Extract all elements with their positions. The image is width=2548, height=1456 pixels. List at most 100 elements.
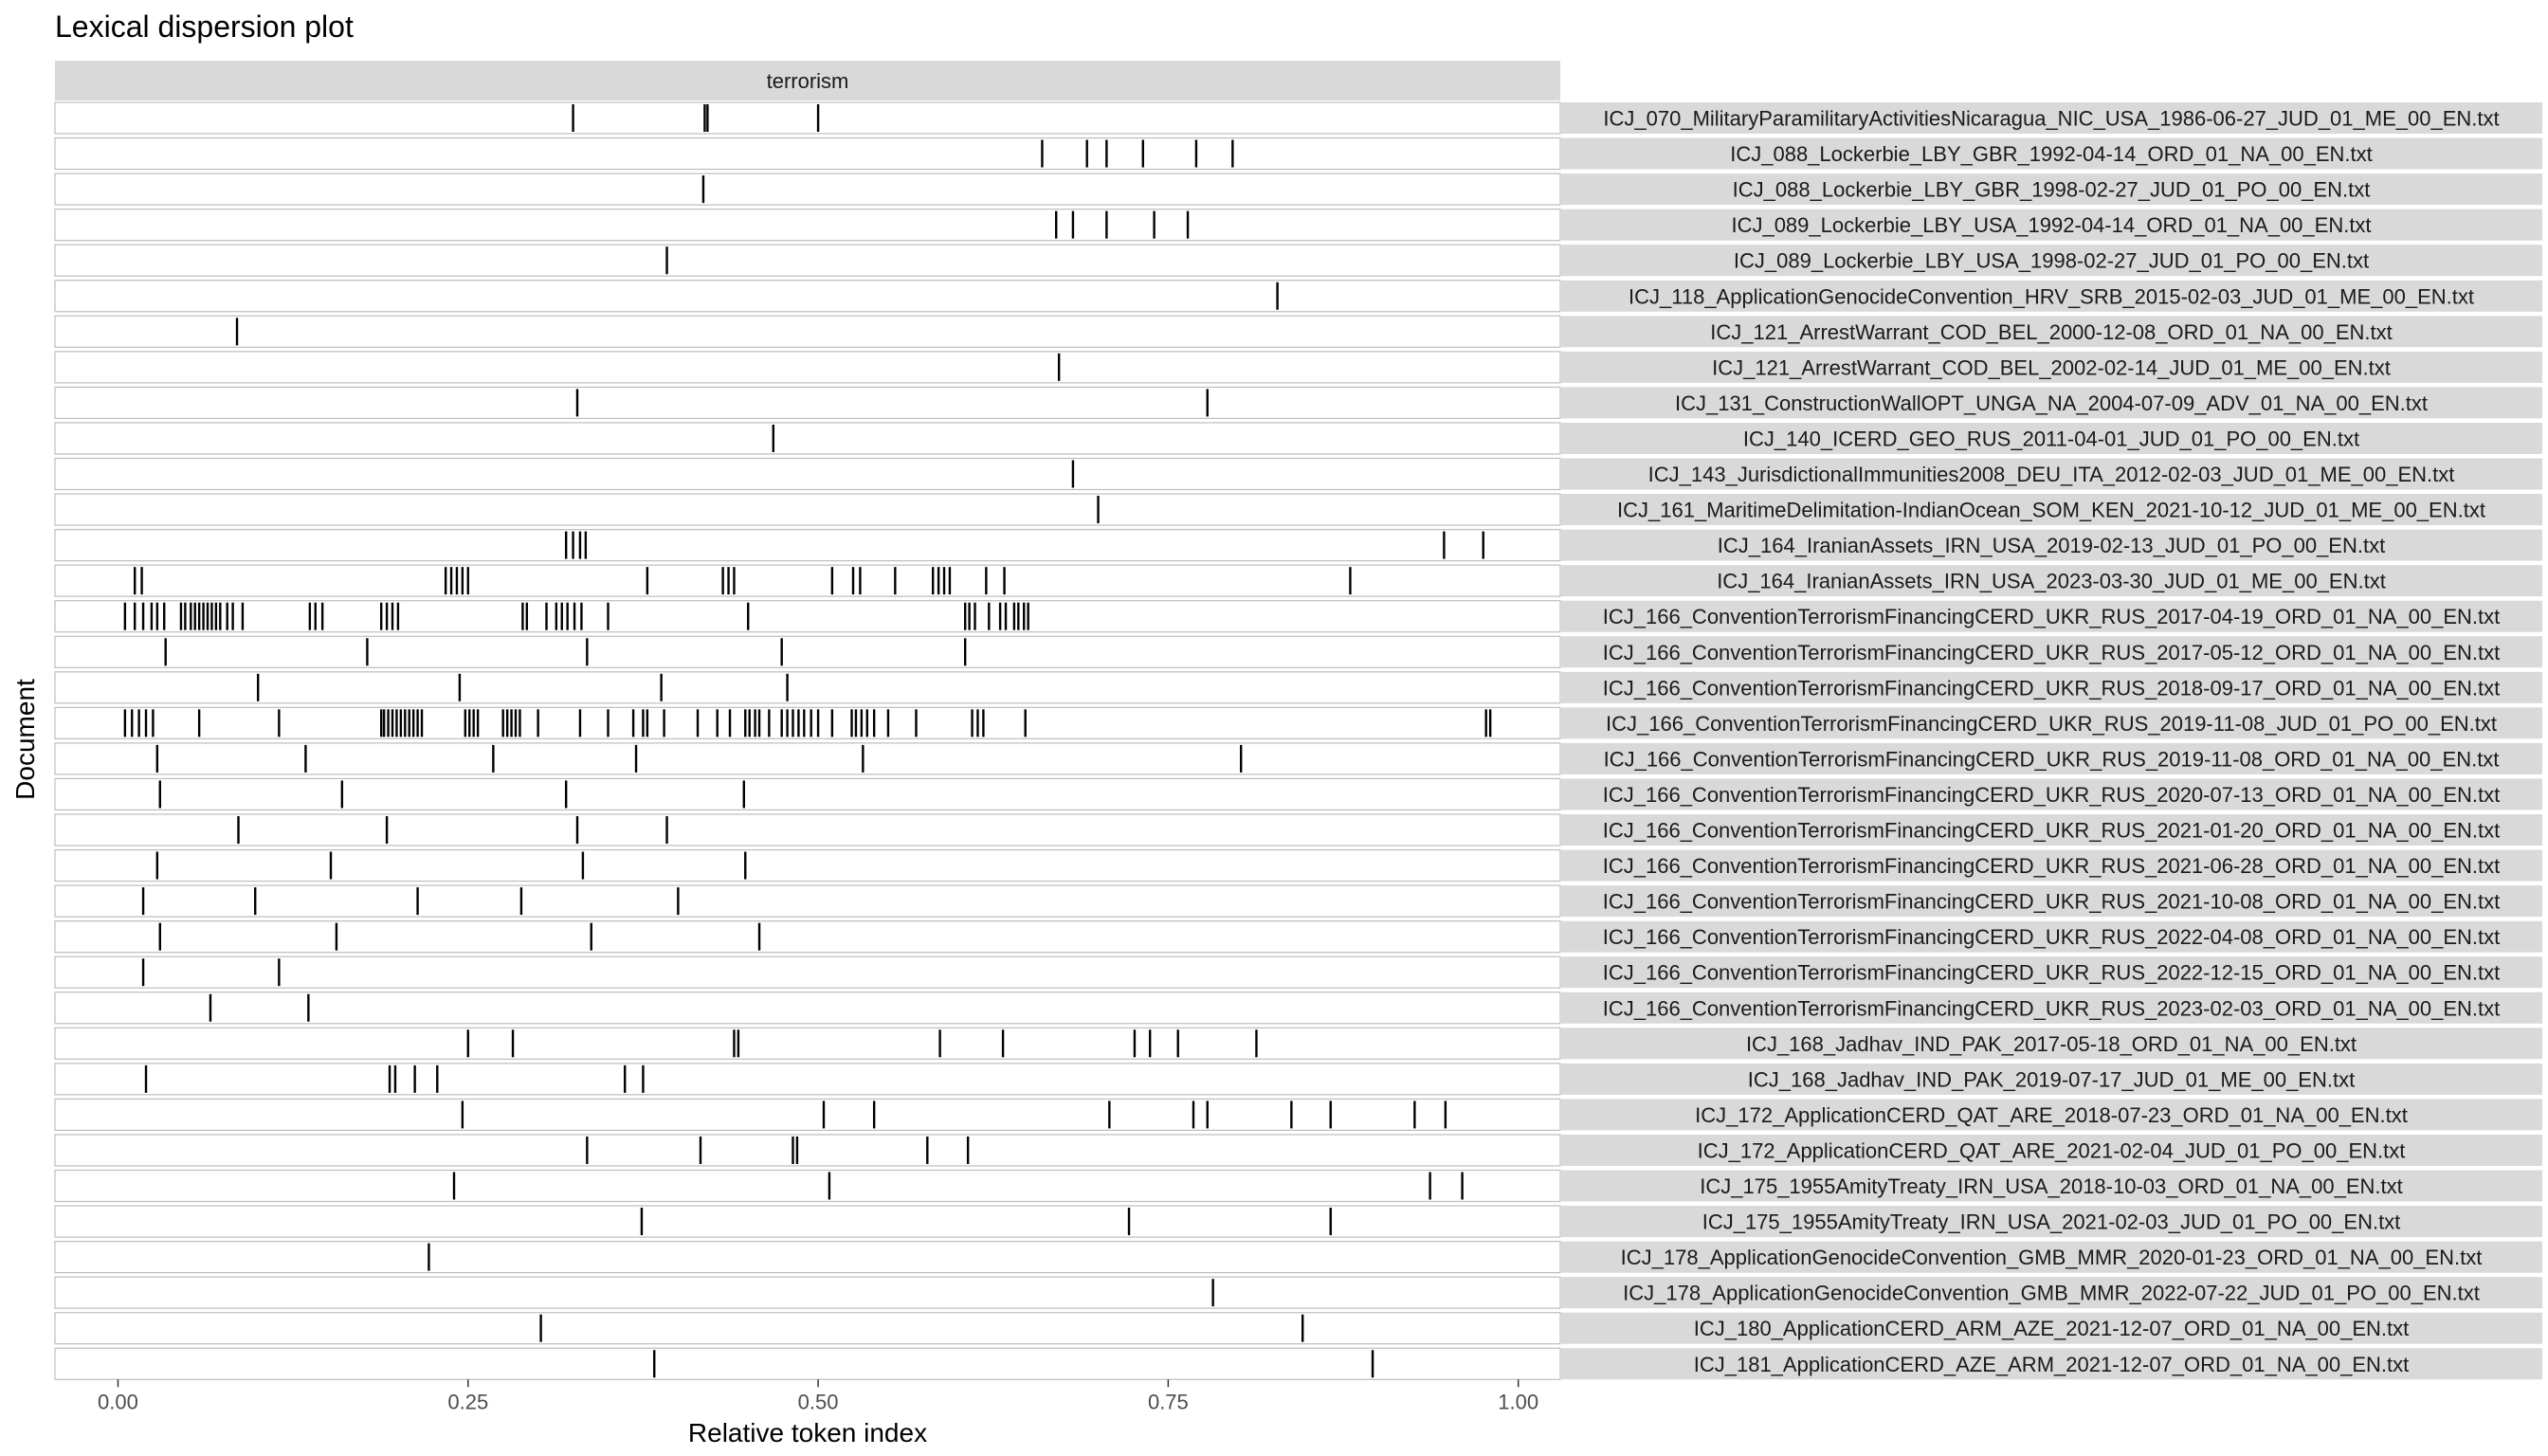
row-panel: [54, 706, 1561, 739]
row-strip: [1560, 1312, 2542, 1344]
document-rows: ICJ_070_MilitaryParamilitaryActivitiesNi…: [54, 101, 2542, 1380]
row-strip: [1560, 1241, 2542, 1273]
document-row: ICJ_121_ArrestWarrant_COD_BEL_2002-02-14…: [54, 351, 2542, 384]
row-panel: [54, 600, 1561, 633]
row-panel: [54, 1169, 1561, 1203]
row-panel: [54, 422, 1561, 455]
row-panel: [54, 1098, 1561, 1132]
document-label: ICJ_118_ApplicationGenocideConvention_HR…: [1629, 284, 2474, 308]
row-strip: [1560, 565, 2542, 597]
document-label: ICJ_089_Lockerbie_LBY_USA_1998-02-27_JUD…: [1734, 249, 2369, 273]
document-row: ICJ_161_MaritimeDelimitation-IndianOcean…: [54, 493, 2542, 526]
document-label: ICJ_121_ArrestWarrant_COD_BEL_2000-12-08…: [1710, 320, 2392, 344]
document-row: ICJ_166_ConventionTerrorismFinancingCERD…: [54, 920, 2542, 954]
document-label: ICJ_164_IranianAssets_IRN_USA_2019-02-13…: [1718, 534, 2385, 557]
x-axis: 0.00 0.25 0.50 0.75 1.00: [98, 1379, 1538, 1413]
row-panel: [54, 635, 1561, 668]
document-row: ICJ_178_ApplicationGenocideConvention_GM…: [54, 1240, 2542, 1274]
document-row: ICJ_166_ConventionTerrorismFinancingCERD…: [54, 777, 2542, 811]
row-panel: [54, 386, 1561, 419]
document-label: ICJ_180_ApplicationCERD_ARM_AZE_2021-12-…: [1694, 1317, 2410, 1340]
document-label: ICJ_181_ApplicationCERD_AZE_ARM_2021-12-…: [1694, 1353, 2410, 1376]
row-strip: [1560, 849, 2542, 882]
row-panel: [54, 884, 1561, 918]
row-strip: [1560, 422, 2542, 454]
row-panel: [54, 848, 1561, 883]
document-row: ICJ_089_Lockerbie_LBY_USA_1998-02-27_JUD…: [54, 244, 2542, 277]
row-strip: [1560, 209, 2542, 241]
document-label: ICJ_166_ConventionTerrorismFinancingCERD…: [1603, 925, 2500, 949]
row-panel: [54, 1312, 1561, 1345]
row-strip: [1560, 885, 2542, 918]
row-strip: [1560, 1170, 2542, 1202]
document-row: ICJ_166_ConventionTerrorismFinancingCERD…: [54, 992, 2542, 1025]
document-row: ICJ_070_MilitaryParamilitaryActivitiesNi…: [54, 101, 2542, 135]
row-strip: [1560, 707, 2542, 739]
row-strip: [1560, 245, 2542, 277]
document-label: ICJ_088_Lockerbie_LBY_GBR_1992-04-14_ORD…: [1730, 142, 2373, 166]
row-strip: [1560, 920, 2542, 953]
row-strip: [1560, 529, 2542, 561]
document-label: ICJ_089_Lockerbie_LBY_USA_1992-04-14_ORD…: [1731, 213, 2371, 237]
row-panel: [54, 742, 1561, 775]
row-panel: [54, 920, 1561, 954]
document-label: ICJ_166_ConventionTerrorismFinancingCERD…: [1606, 712, 2497, 736]
document-row: ICJ_166_ConventionTerrorismFinancingCERD…: [54, 884, 2542, 918]
row-strip: [1560, 1348, 2542, 1380]
chart-title: Lexical dispersion plot: [55, 9, 354, 44]
row-strip: [1560, 494, 2542, 526]
row-panel: [54, 1205, 1561, 1238]
document-label: ICJ_166_ConventionTerrorismFinancingCERD…: [1603, 676, 2500, 700]
row-panel: [54, 1347, 1561, 1380]
row-strip: [1560, 1206, 2542, 1238]
document-label: ICJ_168_Jadhav_IND_PAK_2017-05-18_ORD_01…: [1746, 1032, 2357, 1056]
x-tick-label: 0.25: [447, 1390, 488, 1413]
document-label: ICJ_166_ConventionTerrorismFinancingCERD…: [1603, 605, 2500, 628]
row-panel: [54, 280, 1561, 313]
row-strip: [1560, 1028, 2542, 1060]
document-row: ICJ_166_ConventionTerrorismFinancingCERD…: [54, 706, 2542, 739]
row-strip: [1560, 458, 2542, 490]
document-row: ICJ_166_ConventionTerrorismFinancingCERD…: [54, 813, 2542, 846]
document-label: ICJ_172_ApplicationCERD_QAT_ARE_2021-02-…: [1698, 1138, 2406, 1162]
document-label: ICJ_121_ArrestWarrant_COD_BEL_2002-02-14…: [1712, 355, 2391, 379]
document-label: ICJ_166_ConventionTerrorismFinancingCERD…: [1603, 996, 2500, 1020]
document-row: ICJ_140_ICERD_GEO_RUS_2011-04-01_JUD_01_…: [54, 422, 2542, 455]
document-label: ICJ_143_JurisdictionalImmunities2008_DEU…: [1648, 463, 2455, 486]
x-tick-label: 0.75: [1148, 1390, 1189, 1413]
row-panel: [54, 528, 1561, 562]
row-strip: [1560, 742, 2542, 774]
row-panel: [54, 1027, 1561, 1060]
document-row: ICJ_164_IranianAssets_IRN_USA_2019-02-13…: [54, 528, 2542, 562]
document-label: ICJ_172_ApplicationCERD_QAT_ARE_2018-07-…: [1695, 1103, 2408, 1127]
document-row: ICJ_131_ConstructionWallOPT_UNGA_NA_2004…: [54, 386, 2542, 419]
row-strip: [1560, 992, 2542, 1024]
document-label: ICJ_168_Jadhav_IND_PAK_2019-07-17_JUD_01…: [1748, 1067, 2355, 1091]
document-label: ICJ_166_ConventionTerrorismFinancingCERD…: [1603, 961, 2500, 985]
facet-label: terrorism: [767, 69, 849, 93]
row-strip: [1560, 102, 2542, 134]
x-axis-label: Relative token index: [688, 1418, 927, 1447]
document-row: ICJ_166_ConventionTerrorismFinancingCERD…: [54, 600, 2542, 633]
row-strip: [1560, 316, 2542, 348]
x-tick-label: 1.00: [1498, 1390, 1538, 1413]
document-label: ICJ_166_ConventionTerrorismFinancingCERD…: [1603, 819, 2500, 843]
facet-strip: [55, 61, 1560, 100]
document-row: ICJ_166_ConventionTerrorismFinancingCERD…: [54, 848, 2542, 883]
document-label: ICJ_175_1955AmityTreaty_IRN_USA_2021-02-…: [1702, 1210, 2401, 1234]
plot-panel: terrorism ICJ_070_MilitaryParamilitaryAc…: [54, 61, 2542, 1413]
row-panel: [54, 992, 1561, 1025]
row-strip: [1560, 671, 2542, 703]
row-strip: [1560, 1277, 2542, 1309]
row-panel: [54, 564, 1561, 597]
row-panel: [54, 173, 1561, 206]
row-strip: [1560, 1134, 2542, 1166]
row-strip: [1560, 1063, 2542, 1095]
document-label: ICJ_070_MilitaryParamilitaryActivitiesNi…: [1603, 107, 2499, 131]
row-panel: [54, 1276, 1561, 1309]
document-row: ICJ_172_ApplicationCERD_QAT_ARE_2021-02-…: [54, 1134, 2542, 1167]
document-label: ICJ_178_ApplicationGenocideConvention_GM…: [1623, 1282, 2480, 1305]
row-strip: [1560, 137, 2542, 170]
row-panel: [54, 777, 1561, 811]
